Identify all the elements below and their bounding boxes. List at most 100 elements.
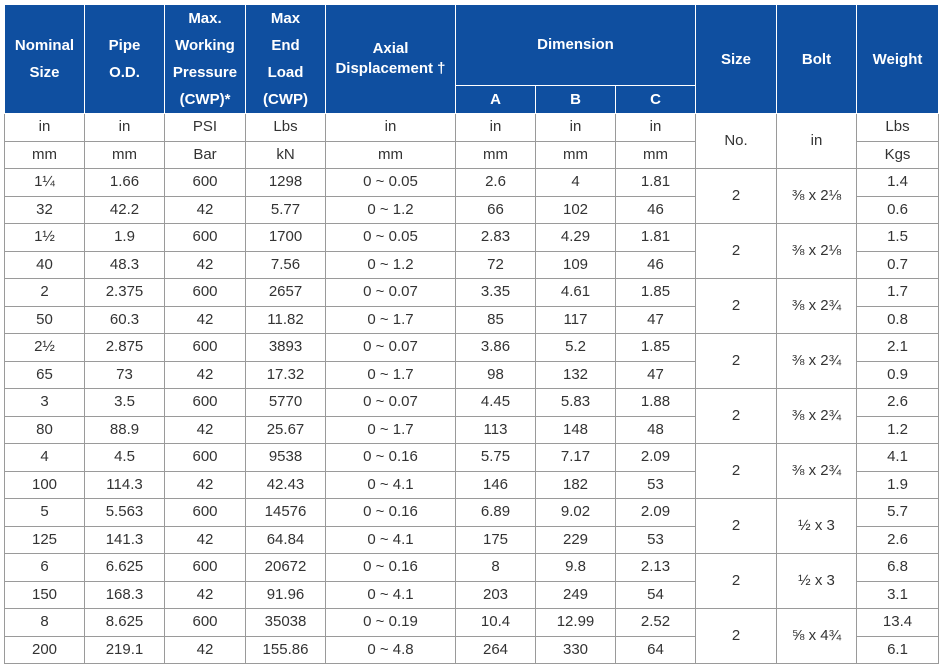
size-unit: No. (695, 113, 778, 169)
table-cell: 0 ~ 0.16 (325, 498, 456, 527)
weight-cell: 0.9 (856, 360, 940, 389)
table-cell: 9.02 (535, 498, 616, 527)
unit-cell: in (614, 113, 697, 142)
header-dimension: Dimension (454, 4, 697, 86)
table-cell: 3 (4, 388, 85, 417)
table-cell: 54 (614, 580, 697, 609)
bolt-cell: ⅜ x 2¾ (776, 443, 858, 499)
header-pipe-od: Pipe O.D. (84, 4, 165, 114)
weight-cell: 0.6 (856, 195, 940, 224)
table-cell: 3.5 (84, 388, 165, 417)
unit-cell: in (84, 113, 165, 142)
table-cell: 600 (164, 388, 246, 417)
table-cell: 0 ~ 4.8 (325, 635, 456, 664)
weight-cell: 2.6 (856, 388, 940, 417)
unit-row-imperial: in in PSI Lbs in in in in No. in Lbs (4, 113, 940, 169)
table-cell: 600 (164, 608, 246, 637)
table-row: 3 3.5 600 5770 0 ~ 0.07 4.45 5.83 1.88 2 ⅜ x 2¾ 2.… (4, 388, 940, 444)
table-cell: 0 ~ 0.05 (325, 223, 456, 252)
table-cell: 46 (614, 250, 697, 279)
size-cell: 2 (695, 443, 778, 499)
table-cell: 125 (4, 525, 85, 554)
table-cell: 50 (4, 305, 85, 334)
table-cell: 0 ~ 0.07 (325, 333, 456, 362)
size-cell: 2 (695, 498, 778, 554)
table-cell: 132 (535, 360, 616, 389)
table-cell: 3.86 (455, 333, 536, 362)
table-row: 40 48.3 42 7.56 0 ~ 1.2 72 109 46 0.7 (4, 250, 940, 279)
table-cell: 600 (164, 553, 246, 582)
weight-cell: 6.1 (856, 635, 940, 664)
table-cell: 2.375 (84, 278, 165, 307)
table-cell: 32 (4, 195, 85, 224)
header-axial-displacement: Axial Displacement † (325, 4, 456, 114)
table-cell: 0 ~ 1.2 (325, 195, 456, 224)
weight-cell: 4.1 (856, 443, 940, 472)
header-size: Size (695, 4, 778, 114)
unit-cell: Lbs (245, 113, 326, 142)
weight-cell: 1.4 (856, 168, 940, 197)
table-cell: 73 (84, 360, 165, 389)
table-cell: 91.96 (245, 580, 326, 609)
unit-cell: in (325, 113, 456, 142)
size-cell: 2 (695, 278, 778, 334)
table-cell: 5.2 (535, 333, 616, 362)
table-cell: 1.81 (614, 223, 697, 252)
table-cell: 53 (614, 525, 697, 554)
table-cell: 42 (164, 470, 246, 499)
table-row: 1½ 1.9 600 1700 0 ~ 0.05 2.83 4.29 1.81 2 ⅜ x 2⅛ 1… (4, 223, 940, 279)
table-cell: 1298 (245, 168, 326, 197)
table-cell: 168.3 (84, 580, 165, 609)
table-cell: 4.45 (455, 388, 536, 417)
table-cell: 182 (535, 470, 616, 499)
table-cell: 1.81 (614, 168, 697, 197)
table-cell: 2.13 (614, 553, 697, 582)
weight-cell: 5.7 (856, 498, 940, 527)
weight-cell: 0.7 (856, 250, 940, 279)
table-cell: 10.4 (455, 608, 536, 637)
table-cell: 85 (455, 305, 536, 334)
table-cell: 72 (455, 250, 536, 279)
table-cell: 1½ (4, 223, 85, 252)
table-cell: 42 (164, 195, 246, 224)
size-cell: 2 (695, 388, 778, 444)
table-cell: 47 (614, 360, 697, 389)
table-cell: 3.35 (455, 278, 536, 307)
bolt-cell: ½ x 3 (776, 553, 858, 609)
table-cell: 1.88 (614, 388, 697, 417)
table-cell: 330 (535, 635, 616, 664)
unit-cell: Bar (164, 140, 246, 169)
table-cell: 600 (164, 498, 246, 527)
table-cell: 42 (164, 415, 246, 444)
table-cell: 42.2 (84, 195, 165, 224)
table-cell: 0 ~ 0.07 (325, 388, 456, 417)
table-cell: 249 (535, 580, 616, 609)
unit-cell: mm (535, 140, 616, 169)
size-cell: 2 (695, 333, 778, 389)
table-cell: 42.43 (245, 470, 326, 499)
bolt-cell: ⅜ x 2⅛ (776, 223, 858, 279)
unit-cell: mm (84, 140, 165, 169)
weight-cell: 1.2 (856, 415, 940, 444)
table-row: 2 2.375 600 2657 0 ~ 0.07 3.35 4.61 1.85 2 ⅜ x 2¾… (4, 278, 940, 334)
table-cell: 7.56 (245, 250, 326, 279)
table-cell: 25.67 (245, 415, 326, 444)
header-nominal-size: Nominal Size (4, 4, 85, 114)
table-cell: 2½ (4, 333, 85, 362)
table-cell: 203 (455, 580, 536, 609)
unit-cell: mm (455, 140, 536, 169)
unit-cell: kN (245, 140, 326, 169)
table-cell: 2.875 (84, 333, 165, 362)
table-cell: 88.9 (84, 415, 165, 444)
table-cell: 4.29 (535, 223, 616, 252)
weight-cell: 2.6 (856, 525, 940, 554)
table-cell: 229 (535, 525, 616, 554)
table-cell: 17.32 (245, 360, 326, 389)
table-cell: 1.85 (614, 333, 697, 362)
table-cell: 6 (4, 553, 85, 582)
table-cell: 8.625 (84, 608, 165, 637)
weight-cell: 2.1 (856, 333, 940, 362)
table-row: 1¼ 1.66 600 1298 0 ~ 0.05 2.6 4 1.81 2 ⅜ x 2⅛ 1.4 (4, 168, 940, 224)
table-cell: 0 ~ 4.1 (325, 470, 456, 499)
table-cell: 46 (614, 195, 697, 224)
